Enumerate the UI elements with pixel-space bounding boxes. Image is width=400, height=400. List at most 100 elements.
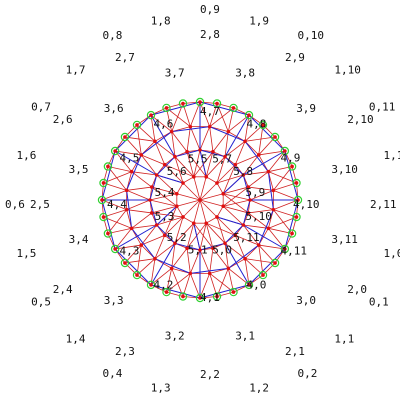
vertex xyxy=(207,271,212,276)
vertex xyxy=(215,294,219,299)
red-edge xyxy=(140,154,158,176)
vertex-label: 3,5 xyxy=(69,163,89,176)
red-edge xyxy=(273,189,299,201)
vertex xyxy=(243,139,247,144)
vertex-label: 1,3 xyxy=(151,382,171,395)
vertex xyxy=(149,211,154,215)
boundary-vertex xyxy=(229,287,238,297)
blue-edge xyxy=(193,223,201,251)
vertex xyxy=(188,271,193,276)
red-edge xyxy=(209,273,234,293)
vertex-label: 2,5 xyxy=(30,198,50,211)
labels: 0,1 0,2 0,4 0,5 0,6 0,7 0,8 0,9 0,10 0,11 1,0 1,1 1,… xyxy=(5,3,400,395)
vertex xyxy=(162,162,167,167)
red-edge xyxy=(151,186,177,195)
vertex-label: 3,4 xyxy=(69,233,89,246)
vertex xyxy=(135,123,139,127)
blue-edge xyxy=(126,154,142,191)
red-edge xyxy=(126,199,151,211)
vertex xyxy=(154,223,159,227)
blue-edge xyxy=(171,126,210,133)
red-edge xyxy=(174,216,184,244)
vertex-label: 1,4 xyxy=(66,332,86,345)
vertex xyxy=(101,215,106,219)
red-edge xyxy=(199,126,211,151)
vertex-label: 0,6 xyxy=(5,198,25,211)
red-edge xyxy=(149,193,177,201)
vertex-label: 3,6 xyxy=(104,102,124,115)
red-edge xyxy=(258,244,285,250)
vertex xyxy=(173,154,177,159)
blue-edge xyxy=(150,114,176,157)
vertex xyxy=(135,273,139,277)
vertex xyxy=(198,248,202,252)
vertex-label: 0,9 xyxy=(200,3,220,16)
blue-edge xyxy=(156,205,178,226)
boundary-vertex xyxy=(132,270,142,280)
vertex xyxy=(185,246,189,251)
red-edge xyxy=(199,223,207,251)
vertex-label: 2,2 xyxy=(200,368,220,381)
red-edge xyxy=(103,166,109,184)
blue-edge xyxy=(224,243,250,286)
vertex xyxy=(100,198,104,202)
red-edge xyxy=(243,224,269,229)
red-edge xyxy=(166,107,191,127)
vertex-label: 1,10 xyxy=(334,64,361,77)
red-edge xyxy=(171,131,176,157)
vertex-label: 4,5 xyxy=(120,152,140,165)
red-edge xyxy=(209,107,234,127)
vertex-label: 2,0 xyxy=(347,283,367,296)
vertex xyxy=(231,290,236,294)
vertex-label: 0,4 xyxy=(103,367,123,380)
vertex-label: 0,5 xyxy=(31,296,51,309)
vertex-label: 3,7 xyxy=(165,67,185,80)
boundary-vertex xyxy=(244,280,254,290)
vertex-label: 3,0 xyxy=(296,294,316,307)
blue-edge xyxy=(101,199,116,250)
vertex xyxy=(204,175,209,179)
red-edge xyxy=(131,171,157,176)
boundary-vertex xyxy=(292,178,301,188)
vertex xyxy=(175,204,179,209)
vertex-label: 3,8 xyxy=(235,67,255,80)
red-edge xyxy=(193,199,201,224)
red-edge xyxy=(248,186,274,191)
boundary-vertex xyxy=(162,287,171,297)
vertex-label: 1,6 xyxy=(17,149,37,162)
vertex-label: 5,0 xyxy=(212,243,232,256)
vertex-label: 1,9 xyxy=(249,15,269,28)
red-edge xyxy=(124,136,156,142)
vertex xyxy=(233,162,238,167)
vertex xyxy=(243,256,247,261)
vertex xyxy=(271,207,276,212)
blue-edge xyxy=(248,248,286,286)
vertex xyxy=(241,173,246,177)
vertex-label: 3,3 xyxy=(104,294,124,307)
vertex-label: 0,7 xyxy=(31,101,51,114)
red-edge xyxy=(174,156,195,178)
vertex xyxy=(129,169,134,174)
red-edge xyxy=(216,103,229,132)
red-edge xyxy=(126,189,151,201)
red-edge xyxy=(212,131,229,152)
vertex xyxy=(283,149,287,153)
vertex xyxy=(123,135,127,139)
blue-edge xyxy=(131,228,156,260)
red-edge xyxy=(186,151,207,178)
red-edge xyxy=(182,199,201,218)
vertex xyxy=(215,215,219,219)
vertex-label: 3,11 xyxy=(331,233,358,246)
blue-edge xyxy=(258,209,274,246)
red-edge xyxy=(262,124,276,138)
red-edge xyxy=(171,248,188,269)
vertex-label: 5,8 xyxy=(233,165,253,178)
vertex xyxy=(221,204,225,209)
vertex xyxy=(106,231,110,236)
red-edge xyxy=(199,176,207,201)
red-edge xyxy=(242,224,260,246)
red-edge xyxy=(248,171,269,188)
red-edge xyxy=(291,216,297,234)
red-edge xyxy=(199,182,218,201)
